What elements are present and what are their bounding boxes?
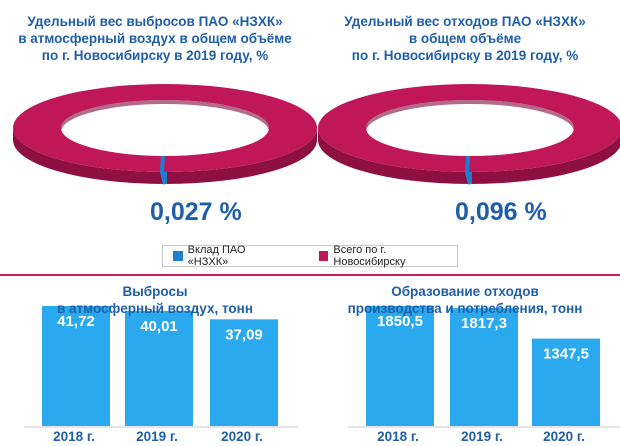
legend-swatch-crimson xyxy=(318,251,329,261)
bar-1-value-label-3: 37,09 xyxy=(225,326,263,343)
donut-2-side xyxy=(318,128,620,184)
bar-1-value-label-1: 41,72 xyxy=(57,313,95,330)
donut-2-slice-city xyxy=(318,84,620,172)
donut-1-value-label: 0,027 % xyxy=(150,198,242,226)
bar-2-category-3: 2020 г. xyxy=(543,429,585,444)
donut-1-slice-nzhk xyxy=(159,155,167,185)
bar-2-value-label-2: 1817,3 xyxy=(461,315,507,332)
bar-1-bar-1 xyxy=(42,306,110,426)
legend-item-nzhk: Вклад ПАО «НЗХК» xyxy=(173,244,286,268)
donut-2-title: Удельный вес отходов ПАО «НЗХК» в общем … xyxy=(344,14,586,63)
donut-2-slice-nzhk xyxy=(464,155,472,185)
bar-2-title: Образование отходов производства и потре… xyxy=(347,284,583,316)
bar-1-bar-3 xyxy=(210,319,278,426)
bar-1-value-label-2: 40,01 xyxy=(140,318,178,335)
bar-2-bar-3 xyxy=(532,338,600,426)
bar-2-bar-1 xyxy=(366,306,434,426)
bar-2-bar-2 xyxy=(450,308,518,426)
legend-item-city: Всего по г. Новосибирску xyxy=(318,244,457,268)
legend-label-nzhk: Вклад ПАО «НЗХК» xyxy=(187,244,246,268)
donut-2-value-label: 0,096 % xyxy=(455,198,547,226)
bar-1-bar-2 xyxy=(125,310,193,426)
legend-swatch-blue xyxy=(173,251,183,261)
legend-label-city: Всего по г. Новосибирску xyxy=(333,244,406,268)
bar-1-category-1: 2018 г. xyxy=(53,429,95,444)
bar-2-category-1: 2018 г. xyxy=(377,429,419,444)
donut-1-side xyxy=(13,128,317,184)
bar-2-value-label-3: 1347,5 xyxy=(543,346,589,363)
donut-1-title: Удельный вес выбросов ПАО «НЗХК» в атмос… xyxy=(18,14,292,63)
bar-1-title: Выбросы в атмосферный воздух, тонн xyxy=(57,284,253,316)
bar-2-value-label-1: 1850,5 xyxy=(377,313,423,330)
bar-1-category-3: 2020 г. xyxy=(221,429,263,444)
bar-1-category-2: 2019 г. xyxy=(136,429,178,444)
donut-1-slice-city xyxy=(12,83,318,173)
section-divider xyxy=(0,274,620,276)
bar-2-category-2: 2019 г. xyxy=(461,429,503,444)
legend: Вклад ПАО «НЗХК» Всего по г. Новосибирск… xyxy=(162,244,458,268)
